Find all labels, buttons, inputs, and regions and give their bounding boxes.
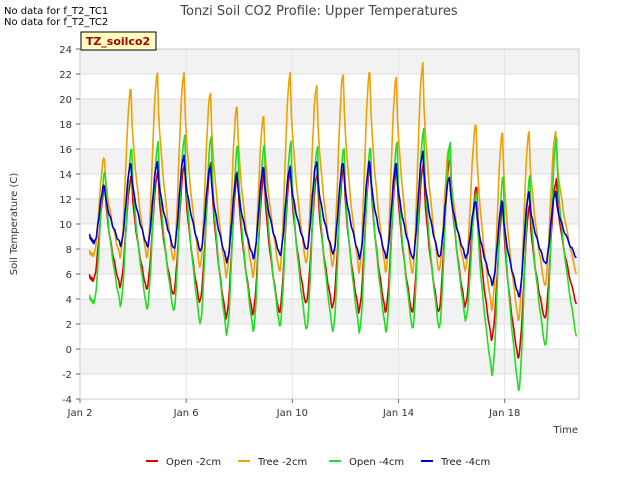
y-tick-label: -2: [62, 370, 72, 381]
y-tick-label: 8: [66, 245, 72, 256]
legend-label: Tree -2cm: [257, 457, 307, 468]
y-tick-label: 6: [66, 270, 72, 281]
legend-label: Open -4cm: [349, 457, 404, 468]
legend: Open -2cm Tree -2cm Open -4cm Tree -4cm: [146, 457, 490, 468]
y-tick-label: 20: [59, 95, 72, 106]
y-tick-label: 2: [66, 320, 72, 331]
no-data-note-1: No data for f_T2_TC1: [4, 6, 109, 17]
y-tick-label: 0: [66, 345, 72, 356]
site-tag: TZ_soilco2: [80, 31, 157, 51]
y-tick-label: 12: [59, 195, 72, 206]
y-tick-label: -4: [62, 395, 72, 406]
y-tick-label: 18: [59, 120, 72, 131]
grid-band: [80, 99, 579, 124]
x-tick-label: Jan 6: [173, 408, 199, 419]
y-tick-label: 16: [59, 145, 72, 156]
series-line-tree-4cm: [88, 150, 577, 298]
x-tick-label: Jan 2: [67, 408, 93, 419]
x-axis-label: Time: [553, 425, 578, 436]
series-line-open-4cm: [88, 128, 578, 392]
series-line-tree-2cm: [88, 61, 578, 322]
y-tick-label: 10: [59, 220, 72, 231]
y-tick-label: 4: [66, 295, 72, 306]
chart-title: Tonzi Soil CO2 Profile: Upper Temperatur…: [179, 4, 458, 19]
grid-band: [80, 349, 579, 374]
x-tick-label: Jan 14: [382, 408, 414, 419]
legend-label: Tree -4cm: [440, 457, 490, 468]
site-tag-label: TZ_soilco2: [86, 35, 150, 48]
grid-band: [80, 49, 579, 74]
x-tick-label: Jan 10: [276, 408, 308, 419]
grid-band: [80, 249, 579, 274]
y-tick-label: 24: [59, 45, 72, 56]
y-tick-label: 22: [59, 70, 72, 81]
x-tick-label: Jan 18: [488, 408, 520, 419]
y-axis-label: Soil Temperature (C): [9, 173, 20, 276]
legend-label: Open -2cm: [166, 457, 221, 468]
y-tick-label: 14: [59, 170, 72, 181]
no-data-note-2: No data for f_T2_TC2: [4, 17, 109, 28]
